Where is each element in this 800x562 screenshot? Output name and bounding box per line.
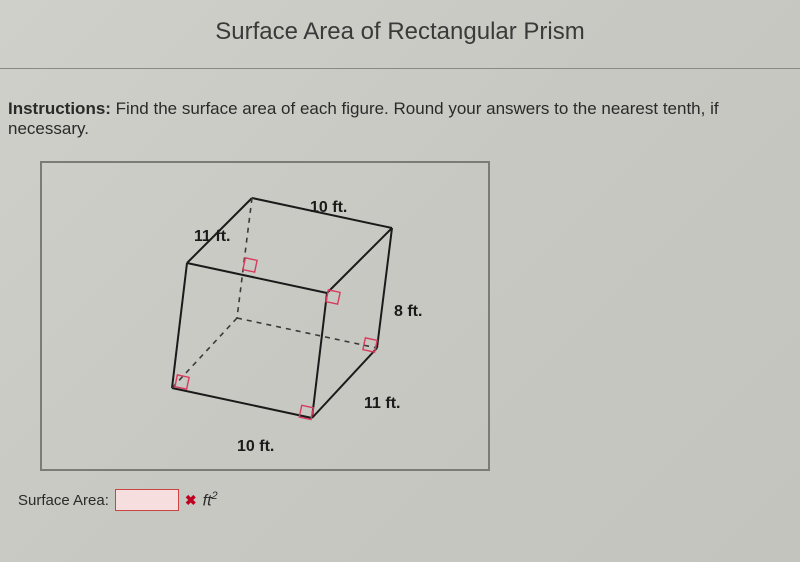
figure-container: 10 ft. 11 ft. 8 ft. 11 ft. 10 ft. [40,161,490,471]
dimension-label: 8 ft. [394,303,422,321]
answer-unit: ft2 [203,490,218,510]
unit-exponent: 2 [212,490,218,502]
answer-label: Surface Area: [18,492,109,509]
dimension-label: 10 ft. [237,438,274,456]
dimension-label: 10 ft. [310,199,347,217]
prism-diagram [42,163,492,473]
surface-area-input[interactable] [115,489,179,511]
dimension-label: 11 ft. [194,228,230,246]
instructions-label: Instructions: [8,99,111,118]
instructions-body: Find the surface area of each figure. Ro… [8,99,719,138]
unit-base: ft [203,492,212,509]
title-divider [0,68,800,69]
instructions-text: Instructions: Find the surface area of e… [8,99,800,139]
worksheet-screen: Surface Area of Rectangular Prism Instru… [0,0,800,562]
page-title: Surface Area of Rectangular Prism [0,0,800,46]
dimension-label: 11 ft. [364,395,400,413]
answer-row: Surface Area: ✖ ft2 [18,489,800,511]
incorrect-icon: ✖ [185,492,197,509]
